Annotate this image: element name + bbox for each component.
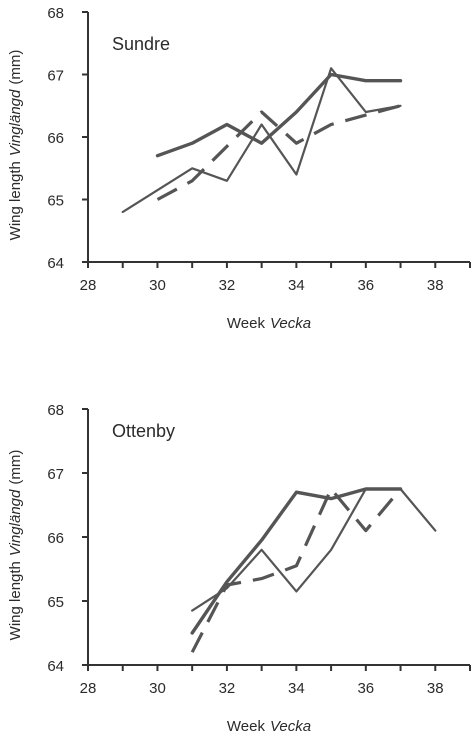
x-tick-label: 38 xyxy=(427,277,444,294)
x-tick-label: 36 xyxy=(357,277,374,294)
y-tick-label: 65 xyxy=(47,594,64,611)
y-axis-label-text: Wing length xyxy=(7,161,24,240)
x-axis-label: Week Vecka xyxy=(227,718,311,734)
x-tick-label: 28 xyxy=(80,680,97,697)
panel-title: Sundre xyxy=(112,34,170,54)
y-tick-label: 65 xyxy=(47,193,64,210)
y-tick-label: 67 xyxy=(47,68,64,85)
chart-ottenby: 64 65 66 67 68 28 30 32 34 36 38 Week Vecka Wing leng… xyxy=(7,402,471,734)
x-tick-label: 34 xyxy=(288,277,305,294)
y-axis-label: Wing length Vinglängd (mm) xyxy=(7,450,24,641)
series-line-thin xyxy=(191,487,437,612)
y-tick-label: 66 xyxy=(47,130,64,147)
x-tick-label: 38 xyxy=(427,680,444,697)
x-axis-label-italic: Vecka xyxy=(270,315,311,332)
y-axis-label-italic: Vinglängd xyxy=(7,89,24,156)
series-line-thick xyxy=(190,487,403,635)
series-line-dashed xyxy=(156,104,401,201)
x-tick-label: 36 xyxy=(357,680,374,697)
x-axis-label-text: Week xyxy=(227,315,266,332)
y-axis-label: Wing length Vinglängd (mm) xyxy=(7,50,24,241)
x-axis-label-text: Week xyxy=(227,718,266,734)
x-tick-label: 32 xyxy=(219,277,236,294)
y-tick-label: 64 xyxy=(47,658,64,675)
y-axis-label-unit: (mm) xyxy=(7,50,24,85)
panel-title: Ottenby xyxy=(112,421,175,441)
x-axis-label-italic: Vecka xyxy=(270,718,311,734)
y-tick-label: 67 xyxy=(47,466,64,483)
chart-sundre: 64 65 66 67 68 28 30 32 34 36 38 Week Vecka Wing leng… xyxy=(7,5,471,332)
y-tick-label: 68 xyxy=(47,5,64,22)
y-tick-label: 68 xyxy=(47,402,64,419)
y-tick-label: 66 xyxy=(47,530,64,547)
y-tick-label: 64 xyxy=(47,255,64,272)
series-line-dashed xyxy=(190,487,402,653)
x-tick-label: 34 xyxy=(288,680,305,697)
y-axis-label-italic: Vinglängd xyxy=(7,489,24,556)
x-tick-label: 30 xyxy=(149,680,166,697)
x-tick-label: 28 xyxy=(80,277,97,294)
x-tick-label: 32 xyxy=(219,680,236,697)
series-line-thick xyxy=(155,72,403,158)
y-axis-label-text: Wing length xyxy=(7,561,24,640)
x-axis-label: Week Vecka xyxy=(227,315,311,332)
series-line-thin xyxy=(121,67,402,214)
chart-panel-ottenby: 64 65 66 67 68 28 30 32 34 36 38 Week Vecka Wing leng… xyxy=(0,367,474,734)
chart-panel-sundre: 64 65 66 67 68 28 30 32 34 36 38 Week Vecka Wing leng… xyxy=(7,5,471,332)
y-axis-label-unit: (mm) xyxy=(7,450,24,485)
x-tick-label: 30 xyxy=(149,277,166,294)
